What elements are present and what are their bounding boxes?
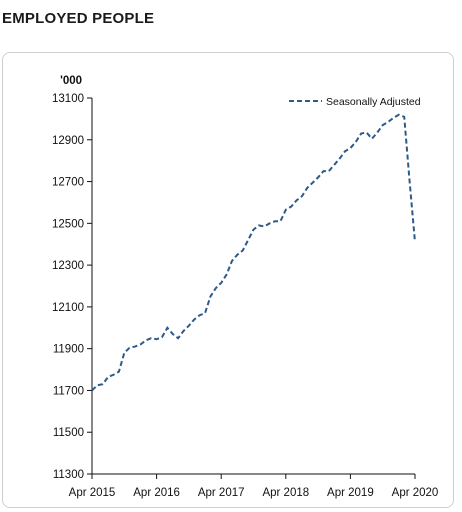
y-tick-label: 11900 [53, 344, 84, 356]
series-line-seasonally-adjusted [91, 113, 416, 392]
legend: Seasonally Adjusted [289, 96, 421, 108]
x-tick-label: Apr 2016 [133, 487, 180, 499]
x-tick-label: Apr 2020 [392, 487, 439, 499]
y-axis-unit-label: '000 [60, 75, 82, 87]
legend-label-seasonally-adjusted: Seasonally Adjusted [326, 96, 421, 108]
y-tick-label: 11300 [53, 469, 84, 481]
y-tick-label: 12900 [52, 135, 84, 147]
y-tick-label: 11500 [53, 427, 84, 439]
y-tick-label: 11700 [53, 385, 84, 397]
x-axis-ticks: Apr 2015 Apr 2016 Apr 2017 Apr 2018 Apr 2019… [69, 474, 439, 499]
chart-card [2, 52, 454, 508]
x-tick-label: Apr 2015 [69, 487, 116, 499]
y-tick-label: 12300 [52, 260, 84, 272]
y-tick-label: 12500 [52, 218, 84, 230]
y-tick-label: 12100 [52, 302, 84, 314]
y-tick-label: 12700 [52, 177, 84, 189]
x-tick-label: Apr 2019 [327, 487, 374, 499]
y-axis-ticks: 11300 11500 11700 11900 12100 12300 12500 12700… [52, 93, 92, 481]
y-tick-label: 13100 [52, 93, 84, 105]
page-title: EMPLOYED PEOPLE [2, 10, 155, 27]
x-tick-label: Apr 2017 [198, 487, 245, 499]
x-tick-label: Apr 2018 [262, 487, 309, 499]
